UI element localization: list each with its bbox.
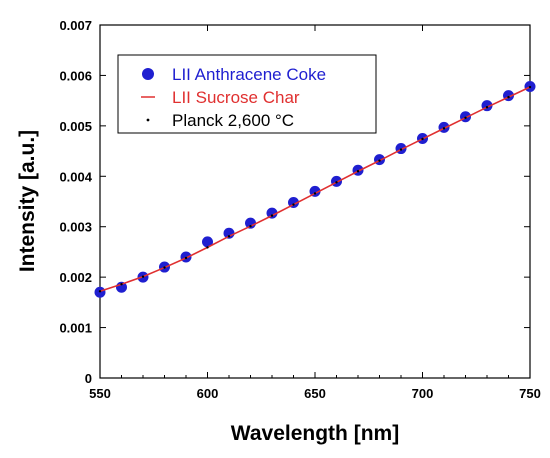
planck-point (141, 275, 145, 278)
y-tick-label: 0.006 (59, 68, 92, 83)
anthracene-point (266, 207, 278, 219)
planck-point (378, 159, 381, 162)
anthracene-point (202, 236, 213, 248)
y-tick-label: 0 (85, 371, 92, 386)
planck-point (206, 246, 209, 249)
x-tick-label: 750 (519, 386, 541, 401)
y-tick-label: 0.004 (59, 169, 92, 184)
planck-point (399, 148, 403, 151)
planck-point (421, 137, 424, 141)
y-tick-label: 0.001 (59, 321, 92, 336)
x-tick-label: 650 (304, 386, 326, 401)
planck-point (507, 95, 510, 99)
x-tick-label: 700 (412, 386, 434, 401)
data-layer (94, 81, 536, 298)
y-axis-title: Intensity [a.u.] (16, 130, 39, 272)
planck-point (98, 290, 102, 293)
planck-point (163, 266, 166, 269)
anthracene-point (223, 227, 235, 239)
legend-label-planck: Planck 2,600 °C (172, 111, 294, 130)
planck-point (249, 225, 252, 228)
tick-layer: 550 600 650 700 750 0 0.001 0.002 0.003 0.004 0.00… (59, 18, 540, 401)
y-tick-label: 0.007 (59, 18, 92, 33)
y-tick-label: 0.005 (59, 119, 92, 134)
planck-point (313, 192, 317, 195)
legend-marker-planck (146, 118, 150, 122)
y-tick-label: 0.003 (59, 220, 92, 235)
x-axis-title: Wavelength [nm] (231, 422, 399, 445)
legend-label-anthracene: LII Anthracene Coke (172, 65, 326, 84)
planck-point (485, 105, 489, 109)
planck-point (335, 181, 338, 184)
planck-point (292, 203, 295, 206)
legend: LII Anthracene Coke LII Sucrose Char Pla… (117, 54, 377, 134)
planck-point (227, 235, 231, 238)
planck-point (356, 170, 360, 173)
x-tick-label: 600 (197, 386, 219, 401)
legend-box (117, 54, 377, 134)
legend-marker-anthracene (142, 68, 154, 80)
planck-point (464, 116, 467, 119)
planck-point (528, 85, 532, 89)
anthracene-point (245, 217, 256, 229)
planck-point (442, 127, 446, 130)
planck-point (120, 283, 123, 286)
x-tick-label: 550 (89, 386, 111, 401)
planck-point (184, 256, 188, 260)
planck-point (270, 214, 274, 217)
legend-label-sucrose: LII Sucrose Char (172, 88, 300, 107)
y-tick-label: 0.002 (59, 270, 92, 285)
